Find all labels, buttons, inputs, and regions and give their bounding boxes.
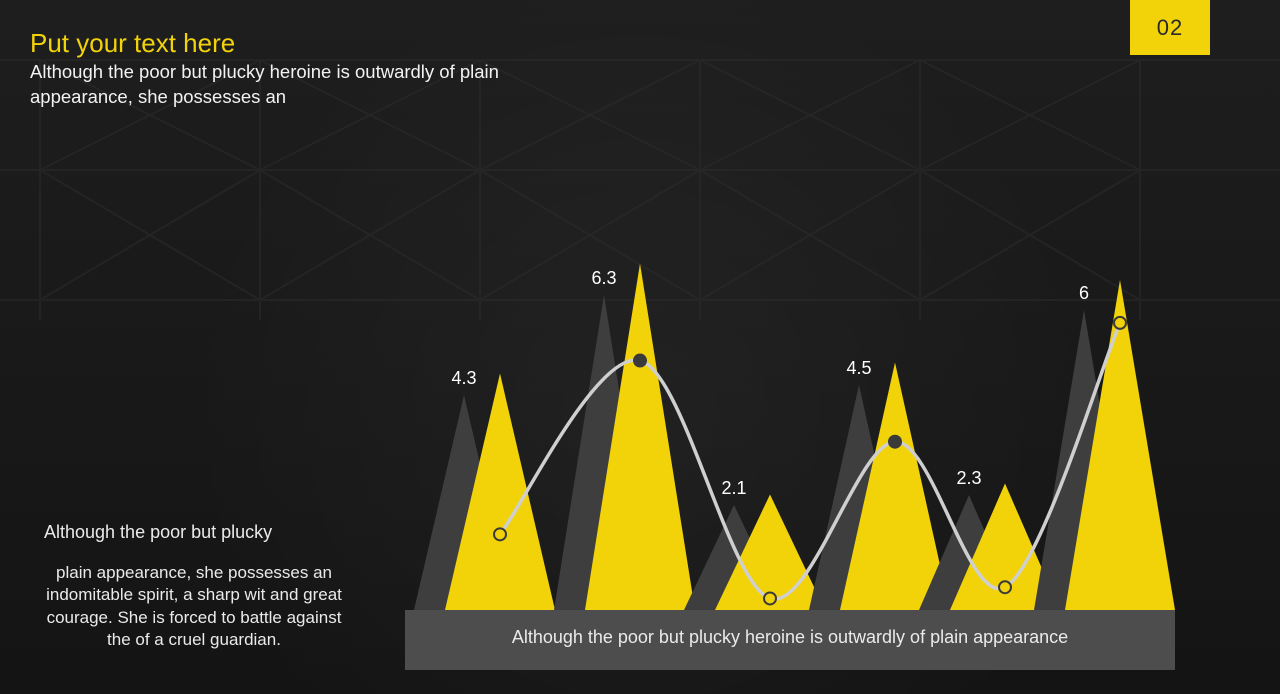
peak-value-label: 2.1 [721, 478, 746, 499]
peaks-chart-svg [405, 170, 1175, 670]
peaks-chart: 4.3 6.3 2.1 4.5 2.3 6 Although the poor but p… [405, 170, 1175, 670]
peak-value-label: 4.5 [846, 358, 871, 379]
chart-caption: Although the poor but plucky heroine is … [405, 627, 1175, 648]
body-paragraph: plain appearance, she possesses an indom… [34, 562, 354, 652]
peak-value-label: 4.3 [451, 368, 476, 389]
slide-title: Put your text here [30, 28, 235, 59]
peak-value-label: 6.3 [591, 268, 616, 289]
body-lead: Although the poor but plucky [44, 522, 272, 543]
page-number-badge: 02 [1130, 0, 1210, 55]
peak-value-label: 6 [1079, 283, 1089, 304]
page-number-text: 02 [1157, 15, 1183, 41]
peak-value-label: 2.3 [956, 468, 981, 489]
slide-subtitle: Although the poor but plucky heroine is … [30, 60, 500, 110]
